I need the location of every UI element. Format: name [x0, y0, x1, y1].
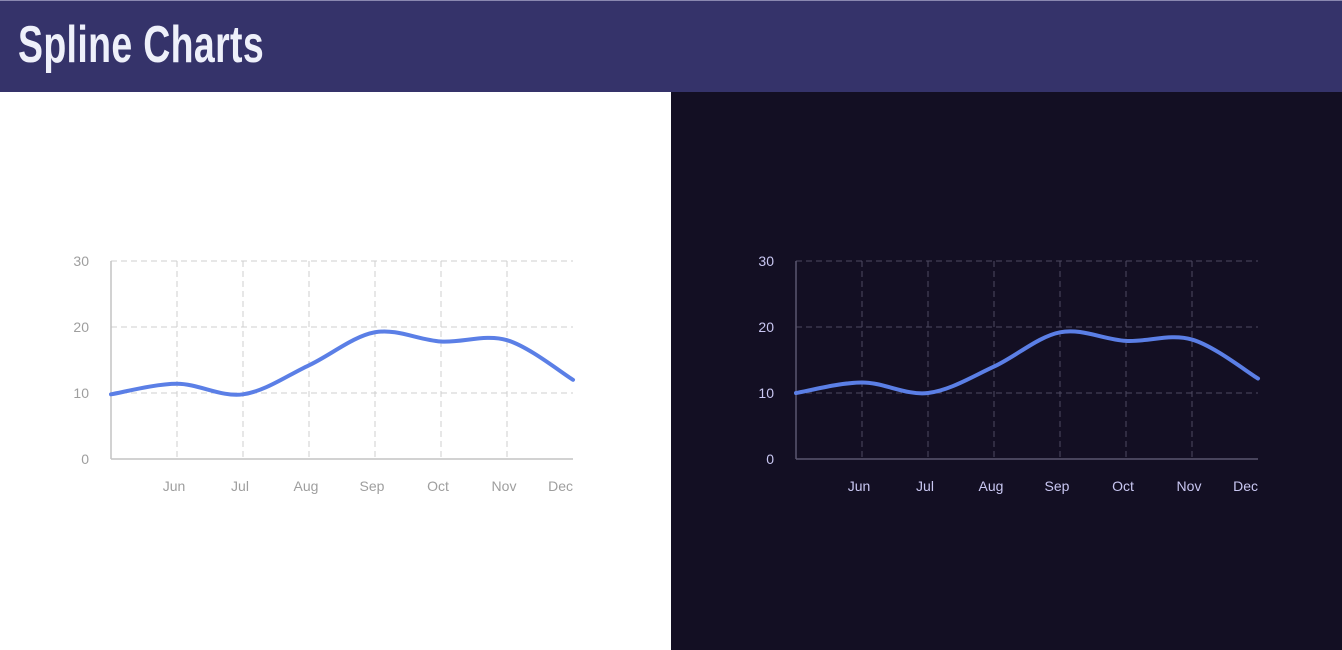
y-tick-label: 20 — [73, 319, 89, 335]
x-tick-label: Aug — [979, 478, 1004, 494]
y-tick-label: 10 — [73, 385, 89, 401]
header-bar: Spline Charts — [0, 0, 1342, 92]
x-tick-label: Jun — [163, 478, 186, 494]
x-tick-label: Jul — [916, 478, 934, 494]
x-tick-label: Jun — [848, 478, 871, 494]
series-line — [794, 329, 1260, 396]
x-tick-label: Aug — [294, 478, 319, 494]
y-tick-label: 20 — [758, 319, 774, 335]
y-tick-label: 30 — [73, 253, 89, 269]
series-line — [109, 329, 575, 397]
y-tick-label: 0 — [81, 451, 89, 467]
x-tick-label: Dec — [1233, 478, 1258, 494]
y-tick-label: 10 — [758, 385, 774, 401]
page-title: Spline Charts — [18, 16, 265, 74]
light-chart-panel: 0 10 20 30 Jun Jul Aug Sep Oct Nov Dec — [0, 92, 671, 650]
dark-spline-chart: 0 10 20 30 Jun Jul Aug Sep Oct Nov Dec — [758, 253, 1260, 494]
y-tick-label: 30 — [758, 253, 774, 269]
x-tick-label: Oct — [427, 478, 449, 494]
x-tick-label: Dec — [548, 478, 573, 494]
x-tick-label: Nov — [492, 478, 517, 494]
x-tick-label: Jul — [231, 478, 249, 494]
x-tick-label: Sep — [1045, 478, 1070, 494]
x-tick-label: Nov — [1177, 478, 1202, 494]
dark-chart-panel: 0 10 20 30 Jun Jul Aug Sep Oct Nov Dec — [671, 92, 1342, 650]
light-spline-chart: 0 10 20 30 Jun Jul Aug Sep Oct Nov Dec — [73, 253, 575, 494]
y-tick-label: 0 — [766, 451, 774, 467]
x-tick-label: Sep — [360, 478, 385, 494]
x-tick-label: Oct — [1112, 478, 1134, 494]
